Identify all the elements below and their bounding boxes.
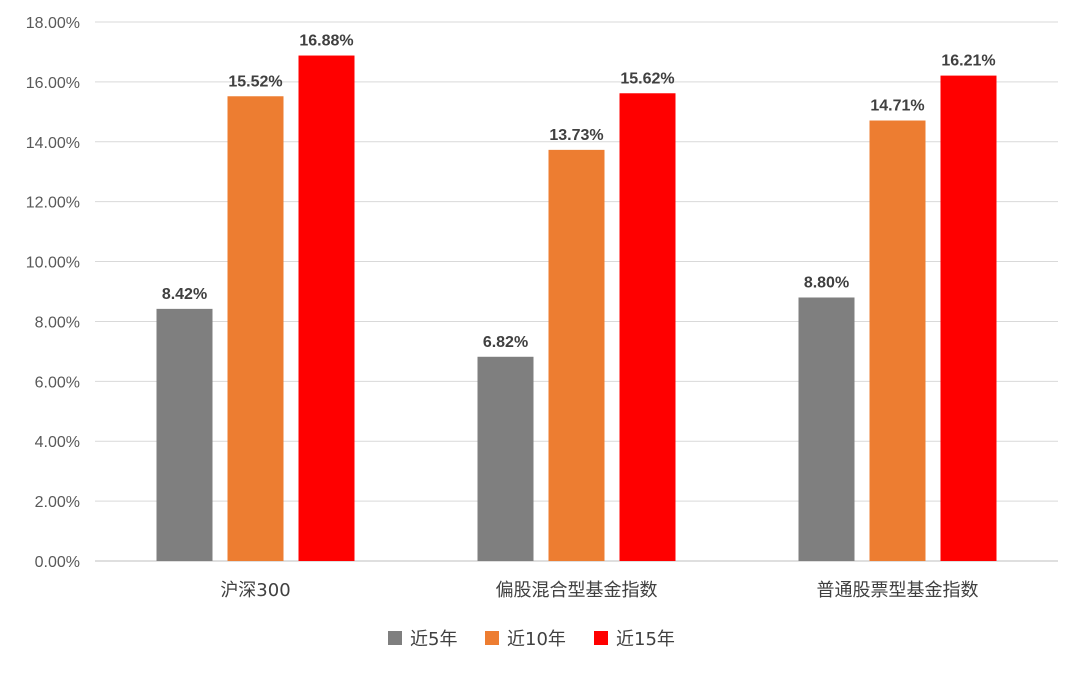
y-tick-label: 8.00% <box>35 314 80 331</box>
bar-3-3 <box>940 75 997 561</box>
legend-item: 近5年 <box>388 629 457 650</box>
bar-2-3 <box>869 120 926 562</box>
bar-3-2 <box>619 93 676 562</box>
data-label: 13.73% <box>549 127 603 144</box>
y-tick-label: 0.00% <box>35 554 80 571</box>
legend-label: 近15年 <box>616 629 675 650</box>
data-label: 16.88% <box>299 33 353 50</box>
legend-swatch <box>388 631 402 645</box>
y-tick-label: 6.00% <box>35 374 80 391</box>
x-category-label: 偏股混合型基金指数 <box>496 580 658 601</box>
data-label: 15.62% <box>620 70 674 87</box>
y-tick-label: 16.00% <box>26 75 80 92</box>
y-tick-label: 18.00% <box>26 15 80 32</box>
data-label: 15.52% <box>228 73 282 90</box>
bar-1-3 <box>798 297 855 561</box>
bar-1-1 <box>156 308 213 561</box>
data-labels: 8.42% 15.52% 16.88% 6.82% 13.73% 15.62% 8.80% 1… <box>162 33 996 351</box>
legend-label: 近10年 <box>507 629 566 650</box>
bar-1-2 <box>477 356 534 561</box>
y-tick-label: 10.00% <box>26 255 80 272</box>
y-tick-label: 2.00% <box>35 494 80 511</box>
legend-swatch <box>485 631 499 645</box>
legend-item: 近15年 <box>594 629 675 650</box>
x-axis-categories: 沪深300 偏股混合型基金指数 普通股票型基金指数 <box>220 580 978 601</box>
data-label: 16.21% <box>941 53 995 70</box>
data-label: 8.42% <box>162 286 207 303</box>
data-label: 14.71% <box>870 98 924 115</box>
y-tick-label: 4.00% <box>35 434 80 451</box>
legend-label: 近5年 <box>410 629 457 650</box>
legend-swatch <box>594 631 608 645</box>
y-tick-label: 14.00% <box>26 135 80 152</box>
bar-2-2 <box>548 149 605 561</box>
bar-2-1 <box>227 96 284 562</box>
data-label: 8.80% <box>804 274 849 291</box>
data-label: 6.82% <box>483 334 528 351</box>
y-tick-label: 12.00% <box>26 195 80 212</box>
bars <box>156 55 997 562</box>
bar-3-1 <box>298 55 355 561</box>
x-category-label: 沪深300 <box>220 580 290 601</box>
legend: 近5年 近10年 近15年 <box>388 629 675 650</box>
y-axis-ticks: 0.00% 2.00% 4.00% 6.00% 8.00% 10.00% 12.00% 14.… <box>26 15 80 571</box>
legend-item: 近10年 <box>485 629 566 650</box>
x-category-label: 普通股票型基金指数 <box>817 580 979 601</box>
